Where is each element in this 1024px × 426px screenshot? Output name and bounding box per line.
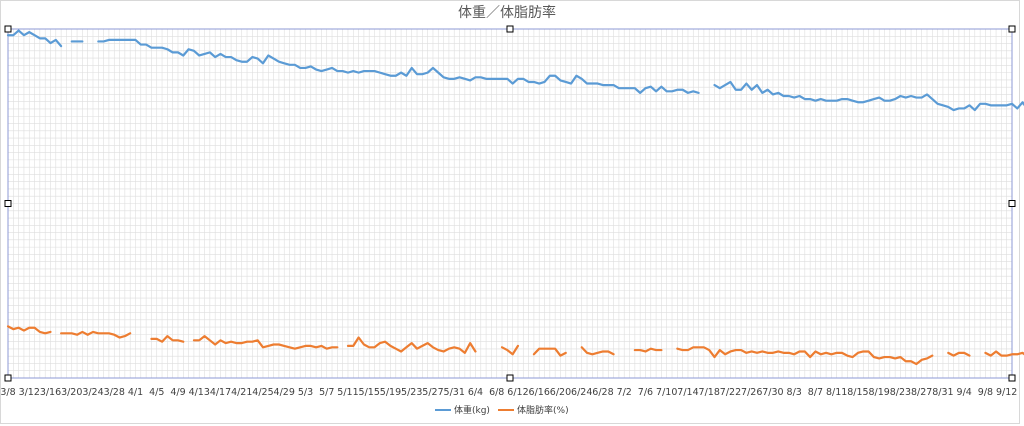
x-tick-label: 6/8 xyxy=(489,387,504,398)
x-tick-label: 8/19 xyxy=(869,387,890,398)
x-tick-label: 7/14 xyxy=(677,387,698,398)
x-tick-label: 6/20 xyxy=(550,387,571,398)
x-tick-label: 4/9 xyxy=(170,387,185,398)
x-tick-label: 9/8 xyxy=(978,387,993,398)
x-tick-label: 4/17 xyxy=(210,387,231,398)
x-tick-label: 3/12 xyxy=(19,387,40,398)
x-tick-label: 5/31 xyxy=(444,387,465,398)
resize-handle[interactable] xyxy=(4,200,12,207)
x-tick-label: 4/25 xyxy=(252,387,273,398)
x-tick-label: 4/5 xyxy=(149,387,164,398)
series-line-1 xyxy=(346,336,477,354)
series-line-1 xyxy=(676,346,934,366)
x-tick-label: 8/31 xyxy=(932,387,953,398)
resize-handle[interactable] xyxy=(4,374,12,382)
series-line-1 xyxy=(192,335,339,350)
x-tick-label: 8/3 xyxy=(787,387,802,398)
x-tick-label: 5/19 xyxy=(380,387,401,398)
gridlines xyxy=(7,29,1013,378)
series-line-1 xyxy=(984,350,1024,357)
resize-handle[interactable] xyxy=(1008,200,1016,207)
legend-label-weight: 体重(kg) xyxy=(454,404,490,416)
x-tick-label: 3/16 xyxy=(40,387,61,398)
x-tick-label: 7/18 xyxy=(699,387,720,398)
x-tick-label: 7/30 xyxy=(762,387,783,398)
resize-handle[interactable] xyxy=(1008,374,1016,382)
x-tick-label: 7/10 xyxy=(656,387,677,398)
series-line-1 xyxy=(60,330,132,339)
x-tick-label: 5/7 xyxy=(319,387,334,398)
resize-handle[interactable] xyxy=(506,374,514,382)
x-tick-label: 8/27 xyxy=(911,387,932,398)
x-tick-label: 4/29 xyxy=(274,387,295,398)
x-tick-label: 4/21 xyxy=(231,387,252,398)
selection-handles[interactable] xyxy=(4,25,1016,382)
x-tick-label: 4/13 xyxy=(189,387,210,398)
series-line-1 xyxy=(6,325,52,335)
x-tick-label: 8/15 xyxy=(847,387,868,398)
x-tick-label: 5/27 xyxy=(422,387,443,398)
chart-title: 体重／体脂肪率 xyxy=(458,4,556,21)
x-tick-label: 5/11 xyxy=(337,387,358,398)
x-tick-label: 7/2 xyxy=(617,387,632,398)
x-tick-label: 7/6 xyxy=(638,387,653,398)
x-tick-label: 3/8 xyxy=(0,387,15,398)
series-line-1 xyxy=(633,347,663,353)
x-tick-label: 6/4 xyxy=(468,387,483,398)
x-tick-label: 6/28 xyxy=(592,387,613,398)
resize-handle[interactable] xyxy=(4,25,12,33)
x-tick-label: 3/20 xyxy=(61,387,82,398)
series-lines xyxy=(6,29,1024,366)
x-tick-label: 4/1 xyxy=(128,387,143,398)
resize-handle[interactable] xyxy=(1008,25,1016,33)
legend-label-body-fat: 体脂肪率(%) xyxy=(517,404,569,416)
x-tick-label: 8/7 xyxy=(808,387,823,398)
series-line-0 xyxy=(6,29,63,48)
x-tick-label: 9/12 xyxy=(996,387,1017,398)
x-tick-label: 5/3 xyxy=(298,387,313,398)
x-tick-label: 8/23 xyxy=(890,387,911,398)
series-line-1 xyxy=(947,351,971,357)
x-tick-label: 9/4 xyxy=(957,387,972,398)
x-tick-label: 7/22 xyxy=(720,387,741,398)
series-line-1 xyxy=(500,344,520,356)
x-tick-label: 5/15 xyxy=(359,387,380,398)
legend: 体重(kg) 体脂肪率(%) xyxy=(435,404,569,416)
x-axis-tick-labels: 3/8 3/12 3/16 3/20 3/24 3/28 4/1 4/5 4/9 4/13 4/17… xyxy=(0,387,1017,398)
series-line-1 xyxy=(580,346,615,356)
series-line-0 xyxy=(97,38,700,94)
series-line-1 xyxy=(532,347,567,357)
x-tick-label: 6/16 xyxy=(529,387,550,398)
x-tick-label: 6/24 xyxy=(571,387,592,398)
x-tick-label: 7/26 xyxy=(741,387,762,398)
series-line-0 xyxy=(713,80,1024,112)
x-tick-label: 3/28 xyxy=(104,387,125,398)
series-line-1 xyxy=(150,335,185,343)
resize-handle[interactable] xyxy=(506,25,514,33)
x-tick-label: 6/12 xyxy=(507,387,528,398)
x-tick-label: 3/24 xyxy=(82,387,103,398)
x-tick-label: 8/11 xyxy=(826,387,847,398)
x-tick-label: 5/23 xyxy=(401,387,422,398)
